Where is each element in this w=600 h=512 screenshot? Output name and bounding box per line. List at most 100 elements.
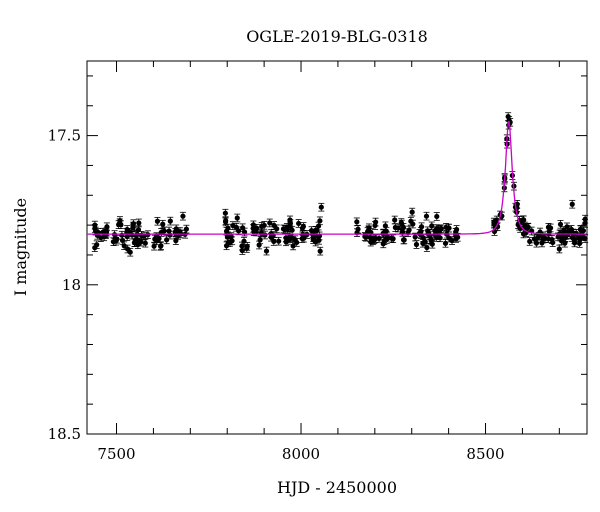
point-marker [582,216,588,222]
point-marker [316,237,322,243]
data-point [557,220,564,229]
x-axis-title: HJD - 2450000 [277,478,397,497]
data-point [391,215,398,225]
data-point [380,239,387,249]
data-point [419,238,426,248]
point-marker [413,241,420,248]
data-point [167,216,174,226]
data-point [244,242,251,251]
data-point [582,214,589,224]
data-point [533,238,540,248]
point-marker [222,210,228,216]
point-marker [104,224,110,230]
y-axis-title: I magnitude [11,198,30,296]
point-marker [244,243,250,249]
point-marker [276,238,282,244]
point-marker [239,247,245,254]
data-point [157,241,164,250]
point-marker [267,220,273,226]
point-marker [418,224,425,230]
point-marker [392,224,398,231]
data-point [437,233,444,243]
data-point [362,232,369,242]
data-point [256,240,263,250]
data-point [135,218,142,228]
point-marker [313,227,319,233]
point-marker [545,224,552,230]
point-marker [240,225,246,231]
point-marker [132,237,138,243]
x-tick-label: 8500 [466,445,504,463]
point-marker [409,209,415,215]
point-marker [183,226,189,232]
data-point [392,223,399,232]
point-marker [250,225,256,231]
point-marker [398,219,404,226]
data-point [299,223,306,233]
point-marker [117,220,123,226]
point-marker [180,213,186,219]
point-marker [533,240,540,246]
data-point [234,213,241,223]
point-marker [557,221,564,227]
point-marker [175,229,181,235]
point-marker [124,246,131,252]
point-marker [299,235,305,242]
point-marker [412,234,418,240]
point-marker [423,213,430,219]
point-marker [167,218,173,224]
data-point [556,244,563,254]
point-marker [564,224,570,230]
point-marker [363,234,369,240]
point-marker [136,220,142,226]
data-point [121,241,128,251]
point-marker [119,232,125,238]
point-marker [130,225,136,231]
point-marker [234,215,240,221]
point-marker [121,243,127,249]
point-marker [424,244,430,251]
data-point [175,227,182,236]
data-point [286,215,293,225]
point-marker [429,223,435,229]
data-point [159,219,166,229]
point-marker [401,237,407,243]
point-marker [299,225,306,231]
y-tick-label: 18 [62,276,81,294]
x-tick-label: 7500 [97,445,135,463]
data-point [233,222,240,232]
point-marker [520,217,526,223]
data-point [284,224,291,234]
point-marker [223,218,229,224]
point-marker [426,230,432,236]
point-marker [290,243,296,249]
point-marker [166,228,172,234]
x-tick-label: 8000 [282,445,320,463]
data-point [295,219,302,228]
point-marker [380,241,386,247]
data-point [293,238,300,247]
data-point [526,237,533,246]
point-marker [142,240,148,246]
point-marker [256,242,262,248]
data-point [290,241,297,251]
point-marker [317,248,323,254]
point-marker [570,230,576,236]
point-marker [154,218,161,224]
point-marker [160,221,166,227]
point-marker [572,240,578,246]
data-point [413,240,420,249]
data-point [571,238,578,248]
point-marker [259,223,265,229]
point-marker [317,218,323,224]
point-marker [223,228,230,234]
data-point [318,202,325,212]
point-marker [382,223,388,229]
data-point [124,244,131,254]
data-point [163,235,170,245]
data-point [545,234,552,244]
point-marker [225,239,231,246]
data-point [317,246,324,256]
data-point [132,236,139,245]
